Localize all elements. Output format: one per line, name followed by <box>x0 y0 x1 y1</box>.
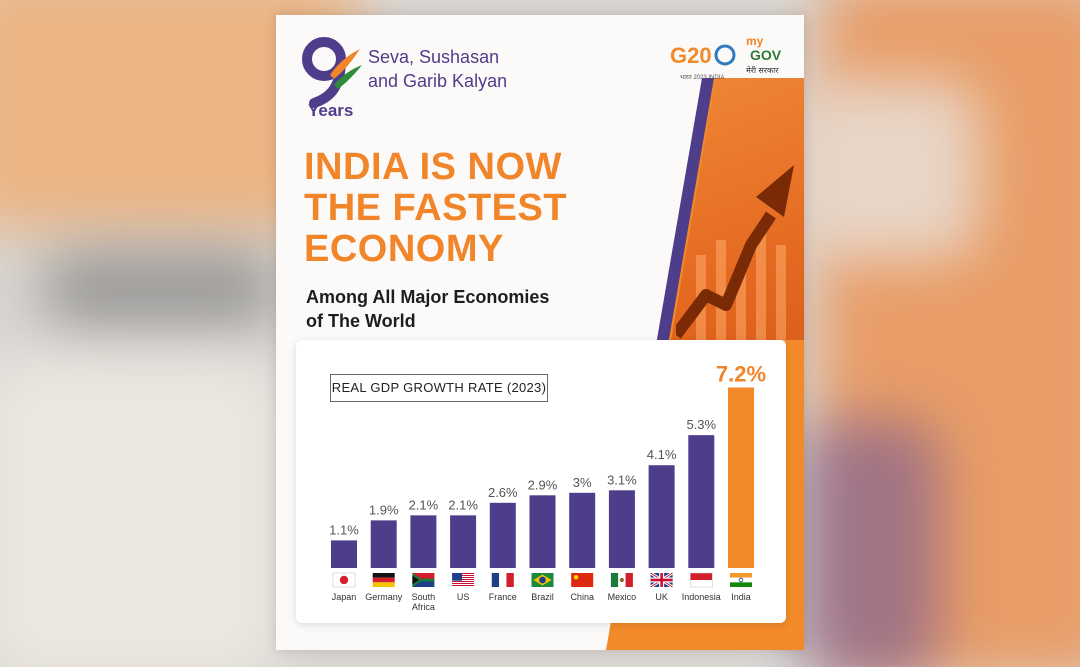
category-label-indonesia: Indonesia <box>682 592 721 602</box>
bar-india <box>728 387 754 568</box>
subheadline: Among All Major Economies of The World <box>306 285 626 333</box>
tagline-line2: and Garib Kalyan <box>368 71 508 91</box>
category-label-south-africa: South Africa <box>412 592 436 612</box>
g20-sub: भारत 2023 INDIA <box>680 75 724 81</box>
mexico-flag-icon <box>610 573 633 587</box>
data-label-brazil: 2.9% <box>528 477 558 492</box>
category-label-germany: Germany <box>365 592 403 602</box>
indonesia-flag-icon <box>689 572 713 588</box>
subheadline-line2: of The World <box>306 311 416 331</box>
chart-card: 1.1% Japan 1.9% Germany 2.1% South Africa 2.1% U… <box>296 340 786 623</box>
subheadline-line1: Among All Major Economies <box>306 287 550 307</box>
data-label-indonesia: 5.3% <box>686 417 716 432</box>
bar-indonesia <box>688 435 715 568</box>
bar-uk <box>648 465 675 568</box>
category-label-india: India <box>731 592 751 602</box>
us-flag-icon <box>452 573 475 587</box>
data-label-china: 3% <box>573 475 592 490</box>
bar-japan <box>331 540 357 568</box>
japan-flag-icon <box>332 572 356 588</box>
bar-us <box>450 515 477 568</box>
headline-line2: THE FASTEST <box>304 187 568 229</box>
data-label-mexico: 3.1% <box>607 472 637 487</box>
gdp-bar-chart: 1.1% Japan 1.9% Germany 2.1% South Africa 2.1% U… <box>329 362 766 612</box>
rising-arrow-icon <box>676 165 794 345</box>
chart-title: REAL GDP GROWTH RATE (2023) <box>330 374 548 402</box>
data-label-uk: 4.1% <box>647 447 677 462</box>
bar-china <box>569 492 596 568</box>
nine-years-logo-icon <box>302 37 362 108</box>
infographic-poster: Years Seva, Sushasan and Garib Kalyan G2… <box>276 15 804 650</box>
data-label-south-africa: 2.1% <box>409 497 439 512</box>
data-label-india: 7.2% <box>716 362 766 387</box>
data-label-france: 2.6% <box>488 485 518 500</box>
france-flag-icon <box>491 573 514 587</box>
category-label-mexico: Mexico <box>608 592 637 602</box>
tagline-line1: Seva, Sushasan <box>368 47 500 67</box>
category-label-brazil: Brazil <box>531 592 554 602</box>
data-label-germany: 1.9% <box>369 502 399 517</box>
mygov-sub: मेरी सरकार <box>746 65 779 75</box>
south-africa-flag-icon <box>412 573 435 587</box>
headline: INDIA IS NOW THE FASTEST ECONOMY <box>304 147 644 270</box>
headline-line3: ECONOMY <box>304 228 504 270</box>
g20-label: G20 <box>670 43 712 68</box>
category-label-france: France <box>489 592 517 602</box>
uk-flag-icon <box>649 571 674 589</box>
category-label-japan: Japan <box>332 592 357 602</box>
g20-logo-icon: G20 भारत 2023 INDIA <box>670 43 736 81</box>
category-label-china: China <box>570 592 594 602</box>
brazil-flag-icon <box>531 573 554 587</box>
bar-germany <box>370 520 397 568</box>
china-flag-icon <box>571 573 594 587</box>
bar-brazil <box>529 495 556 568</box>
data-label-japan: 1.1% <box>329 522 359 537</box>
bar-mexico <box>608 490 635 568</box>
headline-line1: INDIA IS NOW <box>304 146 562 188</box>
india-flag-icon <box>730 573 752 587</box>
mygov-gov: GOV <box>750 47 782 63</box>
logo-years-text: Years <box>308 101 354 120</box>
category-label-us: US <box>457 592 470 602</box>
mygov-logo-icon: my GOV मेरी सरकार <box>746 34 782 75</box>
category-label-uk: UK <box>655 592 668 602</box>
mygov-my: my <box>746 34 764 48</box>
bar-france <box>489 502 516 568</box>
germany-flag-icon <box>372 573 395 587</box>
bar-south-africa <box>410 515 437 568</box>
tagline: Seva, Sushasan and Garib Kalyan <box>368 45 507 93</box>
data-label-us: 2.1% <box>448 497 478 512</box>
